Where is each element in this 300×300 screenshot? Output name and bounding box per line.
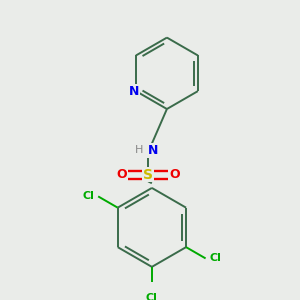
- Text: Cl: Cl: [209, 254, 221, 263]
- Text: N: N: [129, 85, 139, 98]
- Text: O: O: [116, 168, 127, 181]
- Text: O: O: [169, 168, 180, 181]
- Text: Cl: Cl: [146, 293, 158, 300]
- Text: H: H: [134, 146, 143, 155]
- Text: S: S: [143, 168, 153, 182]
- Text: Cl: Cl: [83, 191, 95, 201]
- Text: N: N: [148, 144, 158, 157]
